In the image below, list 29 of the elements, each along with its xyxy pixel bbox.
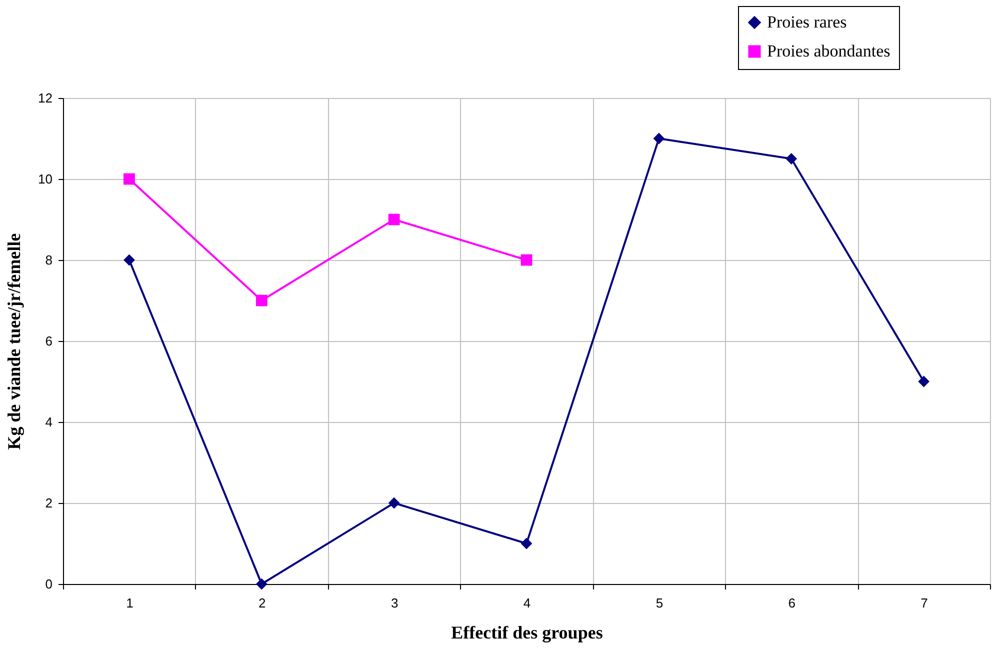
point	[918, 376, 930, 388]
point	[520, 254, 532, 266]
x-axis-title: Effectif des groupes	[451, 622, 603, 642]
y-tick-label: 10	[38, 172, 52, 186]
y-tick-label: 2	[45, 496, 52, 510]
legend-label: Proies abondantes	[767, 42, 890, 60]
point	[786, 153, 798, 164]
x-tick-label: 1	[126, 596, 134, 610]
point	[388, 497, 400, 509]
y-tick-label: 8	[45, 252, 52, 268]
point	[256, 294, 268, 306]
y-tick-label: 4	[45, 414, 52, 430]
y-tick-label: 12	[38, 90, 52, 106]
legend-label: Proies rares	[767, 12, 847, 32]
x-tick-label: 4	[523, 596, 531, 610]
x-tick-label: 3	[390, 596, 398, 610]
x-tick-label: 2	[258, 596, 266, 610]
y-tick-label: 0	[45, 576, 52, 592]
point	[388, 214, 400, 226]
y-tick-label: 6	[45, 334, 52, 348]
point	[256, 578, 268, 590]
x-tick-label: 6	[788, 596, 796, 610]
point	[653, 132, 665, 144]
y-axis-title: Kg de viande tuee/jr/femelle	[4, 233, 24, 450]
point	[520, 538, 532, 550]
x-tick-label: 7	[920, 596, 928, 610]
x-tick-label: 5	[656, 596, 664, 610]
point	[124, 173, 135, 185]
point	[124, 254, 135, 266]
